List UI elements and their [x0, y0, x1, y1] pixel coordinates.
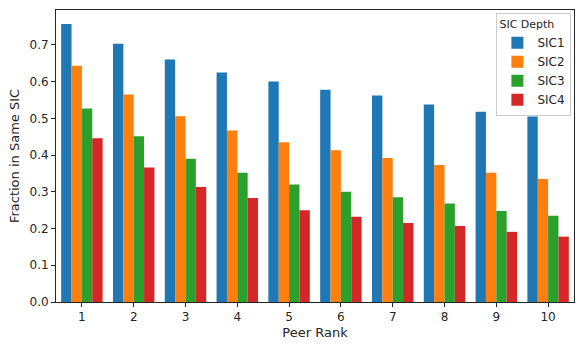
svg-text:3: 3: [182, 310, 190, 324]
svg-text:Peer Rank: Peer Rank: [282, 325, 348, 340]
svg-text:1: 1: [78, 310, 86, 324]
svg-text:4: 4: [233, 310, 241, 324]
svg-text:5: 5: [285, 310, 293, 324]
svg-text:0.4: 0.4: [30, 148, 49, 162]
svg-text:SIC4: SIC4: [537, 93, 564, 107]
svg-text:0.7: 0.7: [30, 38, 49, 52]
svg-text:0.0: 0.0: [30, 295, 49, 309]
svg-text:10: 10: [540, 310, 555, 324]
svg-text:0.6: 0.6: [30, 75, 49, 89]
svg-text:0.1: 0.1: [30, 258, 49, 272]
svg-text:SIC Depth: SIC Depth: [499, 18, 554, 31]
svg-text:6: 6: [337, 310, 345, 324]
svg-text:2: 2: [130, 310, 138, 324]
svg-text:SIC3: SIC3: [537, 74, 564, 88]
svg-text:SIC1: SIC1: [537, 36, 564, 50]
svg-text:0.3: 0.3: [30, 185, 49, 199]
svg-text:8: 8: [441, 310, 449, 324]
svg-text:Fraction in Same SIC: Fraction in Same SIC: [7, 89, 22, 223]
svg-text:0.2: 0.2: [30, 222, 49, 236]
svg-text:SIC2: SIC2: [537, 55, 564, 69]
svg-text:7: 7: [389, 310, 397, 324]
svg-text:9: 9: [492, 310, 500, 324]
svg-text:0.5: 0.5: [30, 112, 49, 126]
